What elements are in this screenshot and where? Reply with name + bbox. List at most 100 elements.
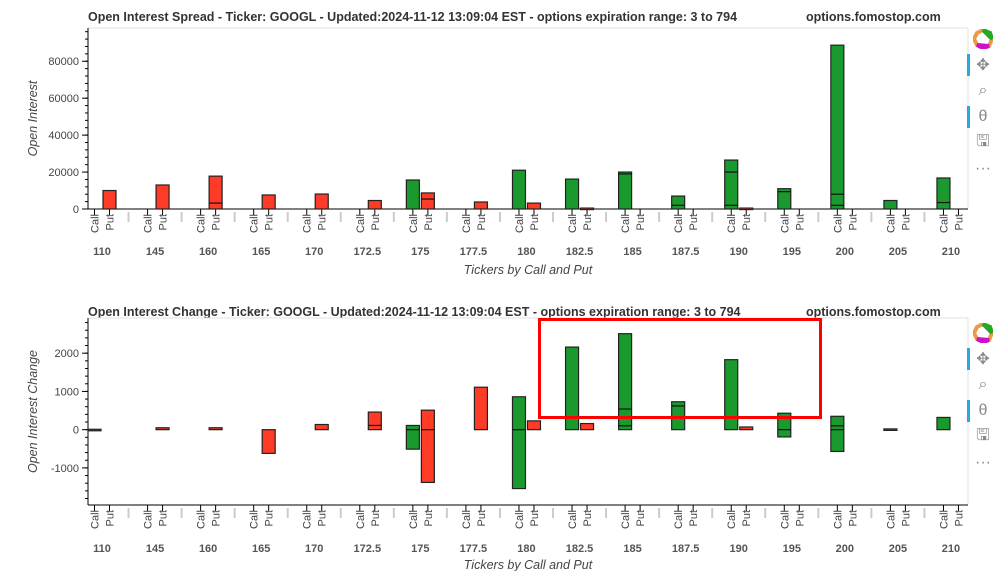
save-tool-icon[interactable]: 🖫 (976, 132, 990, 150)
strike-label: 180 (517, 543, 535, 555)
put-label: Put (688, 214, 700, 231)
put-bar-175 (420, 192, 435, 210)
strike-label: 185 (623, 543, 641, 555)
strike-label: 177.5 (460, 543, 488, 555)
call-bar-200 (830, 415, 845, 453)
strike-label: 145 (146, 543, 164, 555)
strike-label: 145 (146, 246, 164, 258)
put-label: Put (264, 214, 276, 231)
bokeh-logo-icon[interactable] (970, 26, 996, 52)
call-label: Call (355, 510, 367, 529)
watermark-text: options.fomostop.com (806, 305, 941, 319)
call-bar-180 (511, 169, 527, 210)
strike-label: 185 (623, 246, 641, 258)
call-label: Call (938, 214, 950, 233)
put-label: Put (953, 214, 965, 231)
box-zoom-tool-icon[interactable]: ⌕ (978, 376, 988, 393)
put-label: Put (900, 510, 912, 527)
more-tools-icon[interactable]: ··· (975, 454, 991, 471)
pan-tool-icon[interactable]: ✥ (967, 52, 996, 78)
put-bar-180 (526, 420, 542, 431)
open-interest-change-chart: Open Interest Change - Ticker: GOOGL - U… (26, 305, 969, 571)
put-bar-170 (314, 423, 329, 431)
put-label: Put (211, 214, 223, 231)
call-label: Call (620, 214, 632, 233)
put-label: Put (847, 510, 859, 527)
call-label: Call (196, 214, 208, 233)
strike-label: 205 (889, 246, 907, 258)
put-label: Put (423, 214, 435, 231)
strike-label: 180 (517, 246, 535, 258)
watermark-text: options.fomostop.com (806, 10, 941, 24)
put-bar-172.5 (367, 199, 382, 210)
put-label: Put (953, 510, 965, 527)
strike-label: 177.5 (460, 246, 488, 258)
bokeh-logo-icon[interactable] (970, 320, 996, 346)
call-label: Call (832, 510, 844, 529)
y-tick-label: 80000 (48, 56, 79, 68)
pan-tool-icon[interactable]: ✥ (967, 346, 996, 372)
strike-label: 160 (199, 246, 217, 258)
call-label: Call (408, 510, 420, 529)
strike-label: 210 (942, 543, 960, 555)
call-label: Call (567, 214, 579, 233)
strike-label: 187.5 (672, 246, 700, 258)
call-label: Call (196, 510, 208, 529)
box-zoom-tool-icon[interactable]: ⌕ (978, 82, 988, 99)
put-bar-145 (155, 184, 170, 210)
chart-title: Open Interest Spread - Ticker: GOOGL - U… (88, 10, 737, 24)
put-label: Put (158, 510, 170, 527)
y-axis-label: Open Interest (26, 80, 40, 156)
put-bar-182.5 (579, 422, 595, 431)
put-label: Put (900, 214, 912, 231)
call-label: Call (673, 510, 685, 529)
call-label: Call (779, 510, 791, 529)
strike-label: 187.5 (672, 543, 700, 555)
call-bar-190 (724, 159, 739, 210)
strike-label: 165 (252, 246, 270, 258)
chart-title: Open Interest Change - Ticker: GOOGL - U… (88, 305, 741, 319)
call-label: Call (90, 510, 102, 529)
call-bar-195 (777, 412, 792, 438)
strike-label: 205 (889, 543, 907, 555)
strike-label: 182.5 (566, 543, 594, 555)
call-label: Call (620, 510, 632, 529)
put-bar-160 (208, 175, 223, 210)
put-bar-172.5 (367, 411, 382, 431)
put-bar-170 (314, 193, 329, 210)
put-bar-110 (102, 189, 117, 210)
save-tool-icon[interactable]: 🖫 (976, 426, 990, 444)
put-label: Put (105, 214, 117, 231)
call-label: Call (249, 510, 261, 529)
call-bar-187.5 (671, 401, 686, 431)
put-label: Put (370, 214, 382, 231)
call-bar-187.5 (671, 195, 686, 210)
put-label: Put (264, 510, 276, 527)
strike-label: 172.5 (354, 246, 382, 258)
put-bar-165 (261, 194, 276, 210)
call-bar-185 (617, 333, 633, 431)
put-bar-177.5 (473, 201, 489, 210)
toolbar-bottom: ✥ ⌕ θ 🖫 ··· (967, 320, 998, 476)
strike-label: 195 (783, 246, 801, 258)
call-label: Call (885, 214, 897, 233)
call-label: Call (302, 510, 314, 529)
call-bar-175 (405, 179, 420, 210)
x-axis-label: Tickers by Call and Put (464, 263, 593, 277)
call-label: Call (567, 510, 579, 529)
wheel-zoom-tool-icon[interactable]: θ (967, 398, 996, 424)
strike-label: 160 (199, 543, 217, 555)
put-label: Put (688, 510, 700, 527)
strike-label: 165 (252, 543, 270, 555)
put-label: Put (635, 510, 647, 527)
put-label: Put (741, 214, 753, 231)
more-tools-icon[interactable]: ··· (975, 160, 991, 177)
toolbar-top: ✥ ⌕ θ 🖫 ··· (967, 26, 998, 182)
wheel-zoom-tool-icon[interactable]: θ (967, 104, 996, 130)
put-label: Put (529, 214, 541, 231)
strike-label: 110 (93, 246, 111, 258)
call-bar-175 (405, 424, 420, 450)
put-bar-182.5 (579, 207, 595, 211)
call-bar-200 (830, 44, 845, 210)
